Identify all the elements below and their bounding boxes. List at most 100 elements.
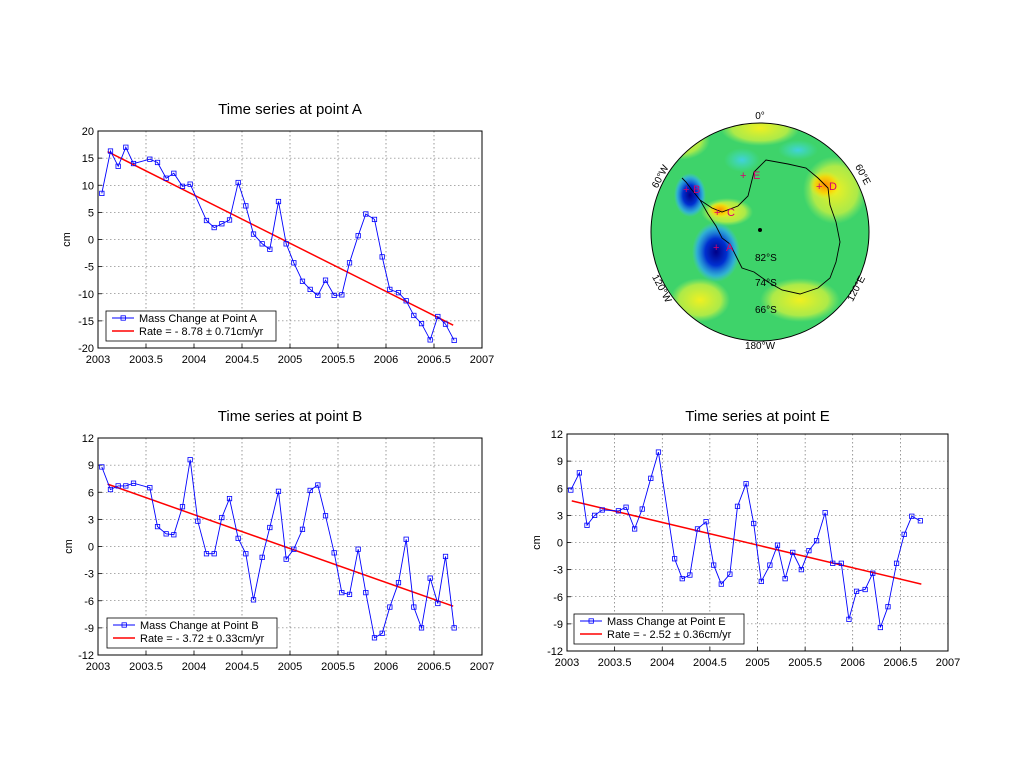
data-point <box>893 560 900 566</box>
data-point <box>846 616 852 622</box>
y-axis-label: cm <box>63 539 75 554</box>
data-point <box>355 233 361 239</box>
data-point <box>250 231 257 237</box>
data-point <box>568 487 574 493</box>
y-tick-label: -20 <box>78 343 94 355</box>
x-tick-label: 2006.5 <box>884 657 918 669</box>
data-point <box>331 550 337 556</box>
data-point <box>315 292 321 298</box>
data-point <box>909 513 915 519</box>
x-tick-label: 2003.5 <box>598 657 632 669</box>
data-point <box>179 504 186 510</box>
data-point <box>371 216 378 223</box>
chart-point-e: Time series at point E 2003 2003.5 2004 2004… <box>531 408 960 669</box>
data-point <box>703 519 709 525</box>
data-point <box>687 572 693 578</box>
data-point <box>403 536 409 542</box>
data-point <box>322 277 329 283</box>
data-point <box>211 551 217 557</box>
legend-trend-label: Rate = - 8.78 ± 0.71cm/yr <box>139 326 264 338</box>
legend-series-marker <box>121 622 127 628</box>
trend-line <box>571 500 922 585</box>
data-point <box>219 221 225 227</box>
data-point <box>363 211 369 217</box>
chart-title: Time series at point E <box>685 408 830 425</box>
data-point <box>798 567 804 573</box>
data-point <box>734 503 741 509</box>
x-tick-label: 2006 <box>374 354 398 366</box>
data-point <box>275 488 282 494</box>
y-tick-label: -10 <box>78 289 94 301</box>
data-point <box>99 190 105 196</box>
data-point <box>259 554 265 560</box>
data-point <box>259 241 265 247</box>
data-point <box>694 526 701 532</box>
x-tick-label: 2004.5 <box>225 661 259 673</box>
data-point <box>130 480 137 486</box>
y-tick-label: -6 <box>84 596 94 608</box>
data-point <box>711 562 717 568</box>
data-point <box>395 290 402 296</box>
map-point-e-label: E <box>753 170 760 182</box>
data-point <box>806 548 812 554</box>
data-point <box>427 575 433 581</box>
y-tick-label: -3 <box>553 565 563 577</box>
x-tick-label: 2006 <box>374 661 398 673</box>
data-point <box>774 542 781 548</box>
trend-line <box>107 150 454 326</box>
y-tick-label: 0 <box>88 235 94 247</box>
plot-frame <box>97 130 483 349</box>
data-point <box>592 512 598 518</box>
data-point <box>211 224 217 231</box>
data-point <box>870 570 876 576</box>
data-point <box>411 312 417 319</box>
data-point <box>727 571 733 577</box>
data-point <box>584 522 590 528</box>
legend-series-label: Mass Change at Point B <box>140 620 259 632</box>
data-point <box>291 546 297 552</box>
x-tick-label: 2005.5 <box>788 657 822 669</box>
data-point <box>203 551 210 557</box>
y-tick-label: -3 <box>84 569 94 581</box>
map-point-e-marker: + <box>740 170 746 182</box>
data-point <box>743 481 749 487</box>
legend-trend-label: Rate = - 2.52 ± 0.36cm/yr <box>607 629 732 641</box>
data-point <box>299 526 306 532</box>
trend-line <box>107 483 454 607</box>
data-point <box>885 604 891 610</box>
data-point <box>130 160 137 167</box>
data-point <box>187 181 193 187</box>
map-point-d-marker: + <box>816 181 822 193</box>
data-point <box>339 292 345 298</box>
peninsula-coastline <box>681 177 701 201</box>
data-point <box>451 625 457 631</box>
y-tick-label: -12 <box>78 650 94 662</box>
data-point <box>387 604 393 610</box>
data-point <box>123 483 129 489</box>
data-point <box>813 538 820 544</box>
data-point <box>267 524 273 531</box>
y-tick-label: 6 <box>88 487 94 499</box>
map-point-a-marker: + <box>713 242 719 254</box>
legend-box <box>106 617 278 649</box>
data-point <box>322 513 329 519</box>
data-point <box>154 159 161 166</box>
y-tick-label: -6 <box>553 592 563 604</box>
y-tick-label: -15 <box>78 316 94 328</box>
data-point <box>346 591 353 598</box>
legend-series-label: Mass Change at Point A <box>139 313 258 325</box>
map-point-b-label: B <box>693 184 700 196</box>
x-tick-label: 2003 <box>555 657 579 669</box>
data-point <box>235 535 241 541</box>
data-point <box>917 518 923 524</box>
data-point <box>822 510 828 516</box>
data-point <box>418 320 425 327</box>
data-point <box>163 175 169 181</box>
data-point <box>99 464 105 470</box>
map-field <box>651 123 869 341</box>
data-point <box>427 337 433 343</box>
y-tick-label: -9 <box>84 623 94 635</box>
data-point <box>346 260 353 266</box>
y-tick-label: -9 <box>553 619 563 631</box>
